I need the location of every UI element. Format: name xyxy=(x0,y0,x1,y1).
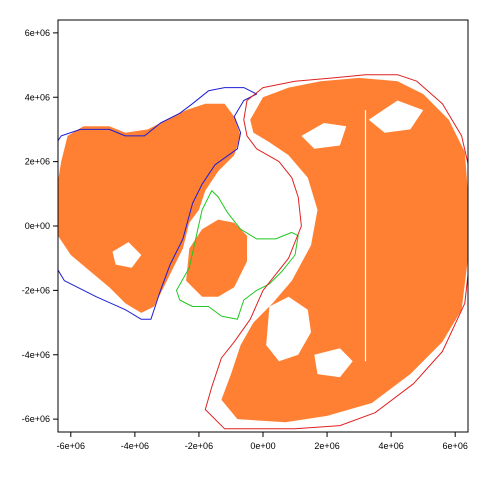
x-tick-label: -2e+06 xyxy=(185,441,213,451)
y-axis: -6e+06 -4e+06 -2e+06 0e+00 2e+06 4e+06 6e+06 xyxy=(22,28,58,424)
water-area-5 xyxy=(112,242,142,268)
x-tick-label: -6e+06 xyxy=(57,441,85,451)
land-mass-2 xyxy=(186,219,247,297)
y-tick-label: 4e+06 xyxy=(25,92,50,102)
x-tick-label: -4e+06 xyxy=(121,441,149,451)
x-tick-label: 2e+06 xyxy=(314,441,339,451)
region-outline-3 xyxy=(204,74,468,430)
water-area-3 xyxy=(301,123,347,149)
y-tick-label: 0e+00 xyxy=(25,221,50,231)
water-area-2 xyxy=(314,348,353,378)
x-axis: -6e+06 -4e+06 -2e+06 0e+00 2e+06 4e+06 6e+06 xyxy=(57,432,468,451)
region-outline-1 xyxy=(58,87,258,320)
y-tick-label: 6e+06 xyxy=(25,28,50,38)
y-tick-label: 2e+06 xyxy=(25,157,50,167)
water-cutout-layer xyxy=(112,100,424,378)
x-tick-label: 4e+06 xyxy=(378,441,403,451)
region-outline-layer xyxy=(58,74,468,430)
water-area-4 xyxy=(368,100,424,133)
y-tick-label: -4e+06 xyxy=(22,350,50,360)
y-tick-label: -6e+06 xyxy=(22,414,50,424)
region-outline-2 xyxy=(176,190,299,320)
water-area-1 xyxy=(266,296,311,362)
x-tick-label: 0e+00 xyxy=(250,441,275,451)
land-mass-1 xyxy=(58,103,241,313)
y-tick-label: -2e+06 xyxy=(22,285,50,295)
x-tick-label: 6e+06 xyxy=(443,441,468,451)
